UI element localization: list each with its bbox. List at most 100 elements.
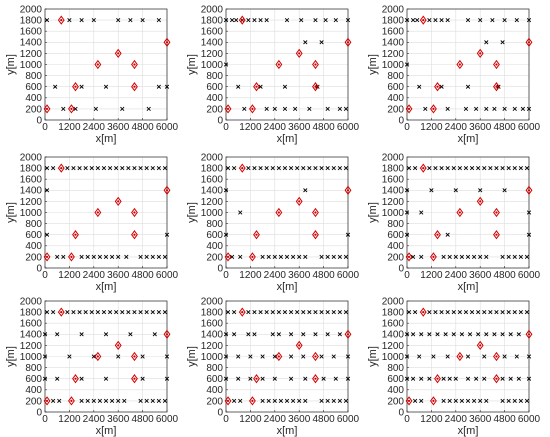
cross-marker (518, 309, 523, 315)
diamond-marker (163, 185, 171, 195)
x-tick-label: 1200 (239, 414, 262, 425)
cross-marker (288, 376, 294, 381)
cross-marker (500, 332, 505, 337)
y-axis-label: y[m] (186, 54, 198, 75)
cross-marker (77, 309, 82, 315)
x-tick-label: 0 (404, 414, 410, 425)
x-tick-label: 2400 (264, 270, 287, 281)
cross-marker (404, 188, 410, 193)
cross-marker (53, 84, 58, 89)
diamond-marker-dot (133, 211, 136, 214)
y-tick-label: 1200 (20, 197, 43, 208)
cross-marker (83, 309, 88, 315)
diamond-marker-dot (479, 200, 482, 203)
diamond-marker (419, 307, 427, 317)
y-tick-label: 1600 (20, 319, 43, 330)
cross-marker (303, 254, 308, 260)
y-tick-label: 0 (398, 115, 404, 126)
diamond-marker-dot (495, 355, 498, 358)
cross-marker (85, 398, 90, 404)
cross-marker (494, 165, 499, 171)
cross-marker (419, 332, 424, 337)
cross-marker (156, 165, 161, 171)
diamond-marker-dot (422, 19, 425, 22)
diamond-marker-dot (117, 52, 120, 55)
y-tick-label: 1800 (201, 164, 224, 175)
cross-marker (260, 254, 265, 260)
cross-marker (103, 398, 109, 404)
diamond-marker (131, 207, 138, 218)
cross-marker (431, 354, 436, 359)
cross-marker (264, 165, 269, 171)
y-tick-label: 1200 (382, 49, 405, 60)
cross-marker (484, 398, 489, 404)
cross-marker (258, 84, 263, 89)
x-tick-label: 0 (42, 414, 48, 425)
cross-marker (345, 376, 351, 381)
y-tick-label: 1000 (20, 352, 43, 363)
y-tick-label: 400 (387, 385, 404, 396)
cross-marker (337, 309, 342, 315)
diamond-marker (238, 307, 246, 317)
cross-marker (162, 398, 168, 404)
diamond-marker (476, 340, 484, 351)
cross-marker (282, 309, 288, 315)
diamond-marker (434, 230, 441, 240)
y-tick-label: 1600 (20, 27, 43, 38)
diamond-marker (249, 396, 256, 406)
cross-marker (79, 398, 84, 404)
y-tick-label: 1600 (201, 319, 224, 330)
cross-marker (441, 254, 446, 260)
y-tick-label: 200 (25, 396, 42, 407)
cross-marker (164, 376, 170, 381)
cross-marker (107, 309, 113, 315)
cross-marker (156, 309, 161, 315)
diamond-marker-dot (346, 189, 350, 192)
cross-marker (518, 165, 523, 171)
y-tick-label: 200 (206, 104, 223, 115)
cross-marker (79, 84, 84, 89)
cross-marker (508, 332, 513, 337)
y-tick-label: 1800 (20, 308, 43, 319)
cross-marker (343, 398, 349, 404)
cross-marker (264, 309, 269, 315)
cross-marker (325, 332, 330, 337)
y-tick-label: 2000 (20, 152, 43, 163)
cross-marker (404, 17, 410, 23)
cross-marker (502, 188, 507, 193)
y-tick-label: 600 (25, 230, 42, 241)
y-tick-label: 800 (25, 219, 42, 230)
cross-marker (514, 17, 519, 23)
cross-marker (325, 254, 330, 260)
cross-marker (524, 254, 530, 260)
diamond-marker (114, 196, 122, 207)
diamond-marker-dot (165, 333, 169, 336)
cross-marker (252, 165, 257, 171)
cross-marker (162, 254, 168, 260)
diamond-marker (68, 252, 75, 262)
y-tick-label: 0 (217, 407, 223, 418)
cross-marker (469, 165, 475, 171)
scatter-panel-3: 0 1200 2400 3600 4800 60000200400600800100012… (367, 4, 541, 145)
diamond-marker (525, 185, 533, 195)
cross-marker (303, 188, 308, 193)
cross-marker (526, 354, 532, 359)
x-tick-label: 0 (223, 270, 229, 281)
x-tick-label: 3600 (469, 270, 492, 281)
cross-marker (150, 254, 155, 260)
diamond-marker (224, 104, 232, 114)
cross-marker (331, 309, 336, 315)
y-tick-label: 2000 (20, 4, 43, 15)
cross-marker (445, 17, 450, 23)
diamond-marker (68, 396, 75, 406)
diamond-marker-dot (96, 211, 99, 214)
diamond-marker-dot (314, 355, 317, 358)
cross-marker (288, 332, 294, 337)
scatter-panel-9: 0 1200 2400 3600 4800 60000200400600800100012… (367, 296, 541, 437)
cross-marker (152, 332, 157, 337)
cross-marker (242, 106, 247, 112)
x-tick-label: 1200 (58, 122, 81, 133)
cross-marker (246, 17, 251, 23)
x-tick-label: 6000 (337, 270, 360, 281)
diamond-marker-dot (70, 255, 73, 258)
